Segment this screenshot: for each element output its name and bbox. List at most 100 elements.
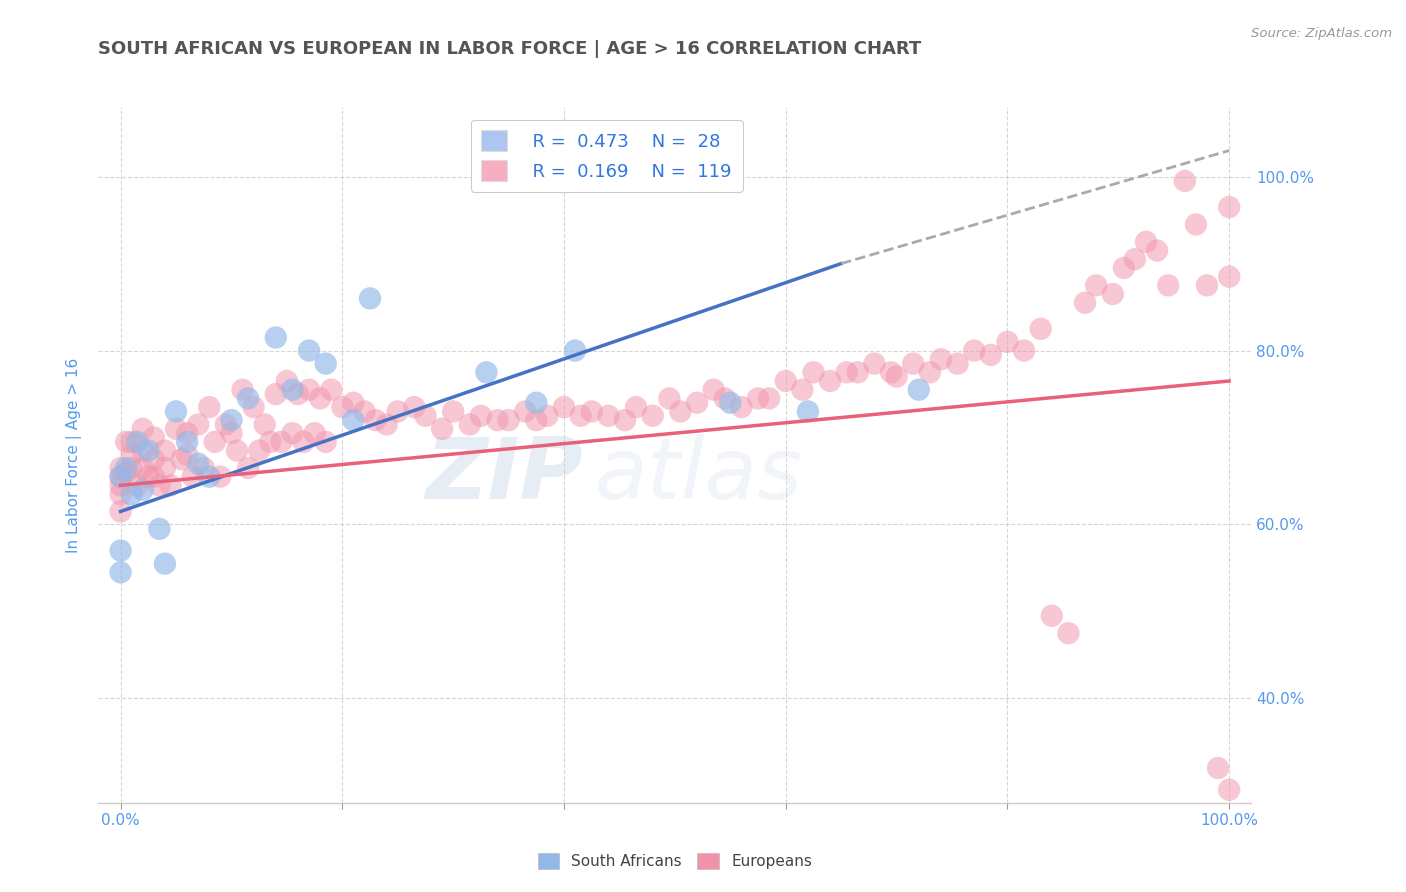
Point — [747, 392, 769, 406]
Point — [315, 434, 337, 449]
Point — [253, 417, 276, 432]
Point — [614, 413, 637, 427]
Point — [181, 469, 204, 483]
Point — [176, 448, 198, 462]
Point — [713, 392, 735, 406]
Text: SOUTH AFRICAN VS EUROPEAN IN LABOR FORCE | AGE > 16 CORRELATION CHART: SOUTH AFRICAN VS EUROPEAN IN LABOR FORCE… — [98, 40, 922, 58]
Point — [624, 400, 647, 414]
Point — [658, 392, 681, 406]
Point — [170, 452, 193, 467]
Point — [110, 461, 132, 475]
Point — [198, 469, 221, 483]
Text: Source: ZipAtlas.com: Source: ZipAtlas.com — [1251, 27, 1392, 40]
Point — [264, 387, 287, 401]
Point — [863, 357, 886, 371]
Point — [110, 543, 132, 558]
Point — [581, 404, 603, 418]
Point — [1174, 174, 1197, 188]
Point — [221, 426, 243, 441]
Point — [264, 330, 287, 344]
Point — [342, 396, 364, 410]
Point — [1101, 287, 1123, 301]
Point — [153, 557, 176, 571]
Point — [215, 417, 238, 432]
Point — [259, 434, 281, 449]
Point — [1123, 252, 1146, 267]
Point — [387, 404, 409, 418]
Point — [110, 469, 132, 483]
Point — [115, 466, 138, 480]
Point — [1135, 235, 1157, 249]
Point — [1157, 278, 1180, 293]
Point — [792, 383, 814, 397]
Point — [110, 566, 132, 580]
Point — [281, 383, 304, 397]
Point — [880, 365, 903, 379]
Point — [1218, 782, 1240, 797]
Point — [359, 291, 381, 305]
Point — [1218, 269, 1240, 284]
Point — [153, 443, 176, 458]
Point — [304, 426, 326, 441]
Point — [929, 352, 952, 367]
Point — [221, 413, 243, 427]
Text: atlas: atlas — [595, 434, 803, 517]
Point — [1112, 260, 1135, 275]
Point — [1040, 608, 1063, 623]
Point — [276, 374, 298, 388]
Point — [918, 365, 941, 379]
Point — [598, 409, 620, 423]
Point — [292, 434, 315, 449]
Point — [569, 409, 592, 423]
Point — [110, 504, 132, 518]
Point — [242, 400, 264, 414]
Point — [564, 343, 586, 358]
Point — [641, 409, 664, 423]
Point — [281, 426, 304, 441]
Y-axis label: In Labor Force | Age > 16: In Labor Force | Age > 16 — [66, 358, 83, 552]
Point — [703, 383, 725, 397]
Point — [187, 417, 209, 432]
Point — [110, 487, 132, 501]
Legend: South Africans, Europeans: South Africans, Europeans — [531, 847, 818, 875]
Point — [115, 434, 138, 449]
Point — [121, 487, 143, 501]
Point — [270, 434, 292, 449]
Point — [127, 478, 149, 492]
Point — [298, 343, 321, 358]
Point — [110, 478, 132, 492]
Point — [1146, 244, 1168, 258]
Point — [121, 434, 143, 449]
Point — [553, 400, 575, 414]
Point — [758, 392, 780, 406]
Point — [946, 357, 969, 371]
Point — [321, 383, 343, 397]
Point — [1185, 218, 1208, 232]
Point — [209, 469, 232, 483]
Point — [176, 434, 198, 449]
Point — [886, 369, 908, 384]
Point — [486, 413, 509, 427]
Point — [153, 461, 176, 475]
Point — [142, 469, 165, 483]
Point — [797, 404, 820, 418]
Point — [132, 422, 155, 436]
Point — [247, 443, 270, 458]
Point — [110, 469, 132, 483]
Point — [165, 422, 187, 436]
Point — [980, 348, 1002, 362]
Point — [226, 443, 249, 458]
Point — [1057, 626, 1080, 640]
Point — [142, 431, 165, 445]
Point — [121, 461, 143, 475]
Point — [441, 404, 464, 418]
Point — [1206, 761, 1229, 775]
Point — [115, 461, 138, 475]
Point — [470, 409, 492, 423]
Point — [353, 404, 375, 418]
Point — [730, 400, 752, 414]
Point — [127, 434, 149, 449]
Point — [803, 365, 825, 379]
Point — [364, 413, 387, 427]
Point — [524, 413, 547, 427]
